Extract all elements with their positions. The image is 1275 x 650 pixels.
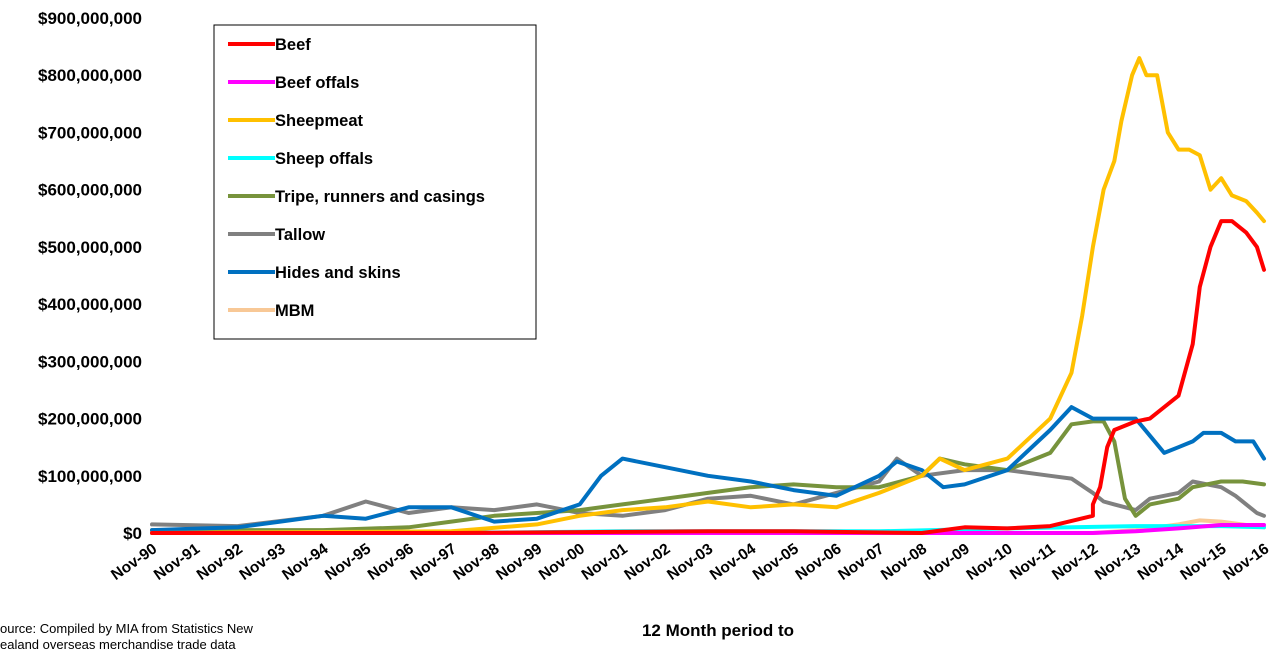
source-note-line-1: ource: Compiled by MIA from Statistics N… xyxy=(0,621,253,636)
x-tick-label: Nov-06 xyxy=(793,540,845,584)
y-tick-label: $700,000,000 xyxy=(38,123,142,142)
x-tick-label: Nov-92 xyxy=(194,540,246,584)
x-tick-label: Nov-08 xyxy=(878,540,930,584)
legend-entry: Tallow xyxy=(275,226,325,244)
x-tick-label: Nov-97 xyxy=(408,540,460,584)
x-tick-label: Nov-14 xyxy=(1135,540,1187,584)
y-tick-label: $500,000,000 xyxy=(38,238,142,257)
x-tick-label: Nov-12 xyxy=(1049,540,1101,584)
legend-entry: Sheepmeat xyxy=(275,112,364,130)
legend-entry: Beef xyxy=(275,36,311,54)
y-tick-label: $200,000,000 xyxy=(38,410,142,429)
legend-entry: Beef offals xyxy=(275,74,359,92)
x-tick-label: Nov-96 xyxy=(365,540,417,584)
x-tick-label: Nov-93 xyxy=(237,540,289,584)
y-tick-label: $0 xyxy=(123,524,142,543)
x-tick-label: Nov-15 xyxy=(1177,540,1229,584)
x-tick-label: Nov-99 xyxy=(493,540,545,584)
y-tick-label: $900,000,000 xyxy=(38,9,142,28)
y-tick-label: $600,000,000 xyxy=(38,181,142,200)
legend-entry: MBM xyxy=(275,302,314,320)
x-axis: Nov-90Nov-91Nov-92Nov-93Nov-94Nov-95Nov-… xyxy=(108,540,1272,584)
source-note-line-2: ealand overseas merchandise trade data xyxy=(0,637,236,650)
y-tick-label: $800,000,000 xyxy=(38,66,142,85)
x-tick-label: Nov-10 xyxy=(964,540,1016,584)
x-tick-label: Nov-02 xyxy=(621,540,673,584)
y-tick-label: $100,000,000 xyxy=(38,467,142,486)
y-tick-label: $400,000,000 xyxy=(38,295,142,314)
series-line-sheepmeat xyxy=(150,56,1266,535)
x-tick-label: Nov-07 xyxy=(835,540,887,584)
x-tick-label: Nov-13 xyxy=(1092,540,1144,584)
legend-entry: Tripe, runners and casings xyxy=(275,188,485,206)
legend-entry: Hides and skins xyxy=(275,264,401,282)
x-tick-label: Nov-00 xyxy=(536,540,588,584)
legend: Beef Beef offals Sheepmeat Sheep offals Trip… xyxy=(213,24,537,340)
x-tick-label: Nov-95 xyxy=(322,540,374,584)
x-tick-label: Nov-11 xyxy=(1007,540,1059,583)
series-line-tallow xyxy=(150,456,1266,529)
x-axis-label: 12 Month period to xyxy=(642,621,794,640)
x-tick-label: Nov-16 xyxy=(1220,540,1272,584)
x-tick-label: Nov-09 xyxy=(921,540,973,584)
x-tick-label: Nov-91 xyxy=(151,540,203,584)
x-tick-label: Nov-90 xyxy=(108,540,160,584)
x-tick-label: Nov-03 xyxy=(664,540,716,584)
series-lines xyxy=(150,56,1266,535)
legend-box xyxy=(213,24,537,340)
x-tick-label: Nov-05 xyxy=(750,540,802,584)
x-tick-label: Nov-98 xyxy=(450,540,502,584)
legend-entry: Sheep offals xyxy=(275,150,373,168)
x-tick-label: Nov-01 xyxy=(579,540,631,584)
y-tick-label: $300,000,000 xyxy=(38,352,142,371)
x-tick-label: Nov-94 xyxy=(279,540,331,584)
x-tick-label: Nov-04 xyxy=(707,540,759,584)
series-line-hides-and-skins xyxy=(150,405,1266,533)
series-line-beef xyxy=(150,219,1266,535)
y-axis: $0 $100,000,000 $200,000,000 $300,000,000 $4… xyxy=(38,9,142,543)
